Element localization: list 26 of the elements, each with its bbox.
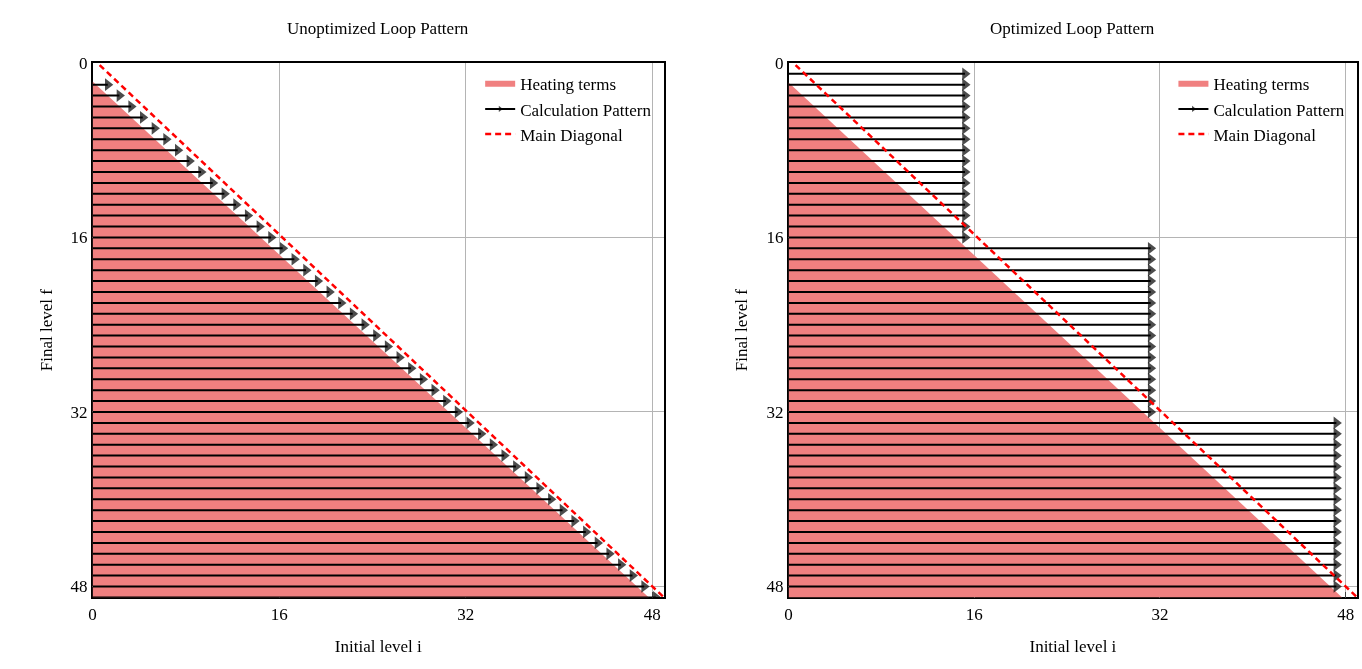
chart-title: Unoptimized Loop Pattern [287, 19, 469, 38]
y-tick-label: 16 [766, 228, 784, 248]
legend-label: Main Diagonal [520, 125, 623, 145]
x-tick-label: 16 [965, 604, 983, 624]
x-axis-title: Initial level i [1029, 637, 1117, 657]
legend-label: Heating terms [520, 75, 617, 95]
x-tick-label: 32 [1151, 604, 1169, 624]
y-tick-label: 32 [70, 402, 88, 422]
y-tick-label: 32 [766, 402, 784, 422]
y-tick-label: 16 [70, 228, 88, 248]
legend-label: Calculation Pattern [520, 100, 652, 120]
y-tick-label: 0 [774, 53, 784, 73]
legend-label: Main Diagonal [1213, 125, 1317, 145]
x-tick-label: 48 [643, 604, 661, 624]
x-tick-label: 32 [457, 604, 475, 624]
x-axis-title: Initial level i [334, 637, 422, 657]
y-tick-label: 0 [78, 53, 88, 73]
legend-label: Calculation Pattern [1213, 100, 1345, 120]
x-tick-label: 48 [1337, 604, 1355, 624]
legend-label: Heating terms [1213, 75, 1310, 95]
x-tick-label: 16 [270, 604, 288, 624]
chart-title: Optimized Loop Pattern [990, 19, 1155, 38]
y-tick-label: 48 [70, 577, 88, 597]
y-tick-label: 48 [766, 577, 784, 597]
y-axis-title: Final level f [36, 288, 56, 372]
y-axis-title: Final level f [732, 288, 752, 372]
